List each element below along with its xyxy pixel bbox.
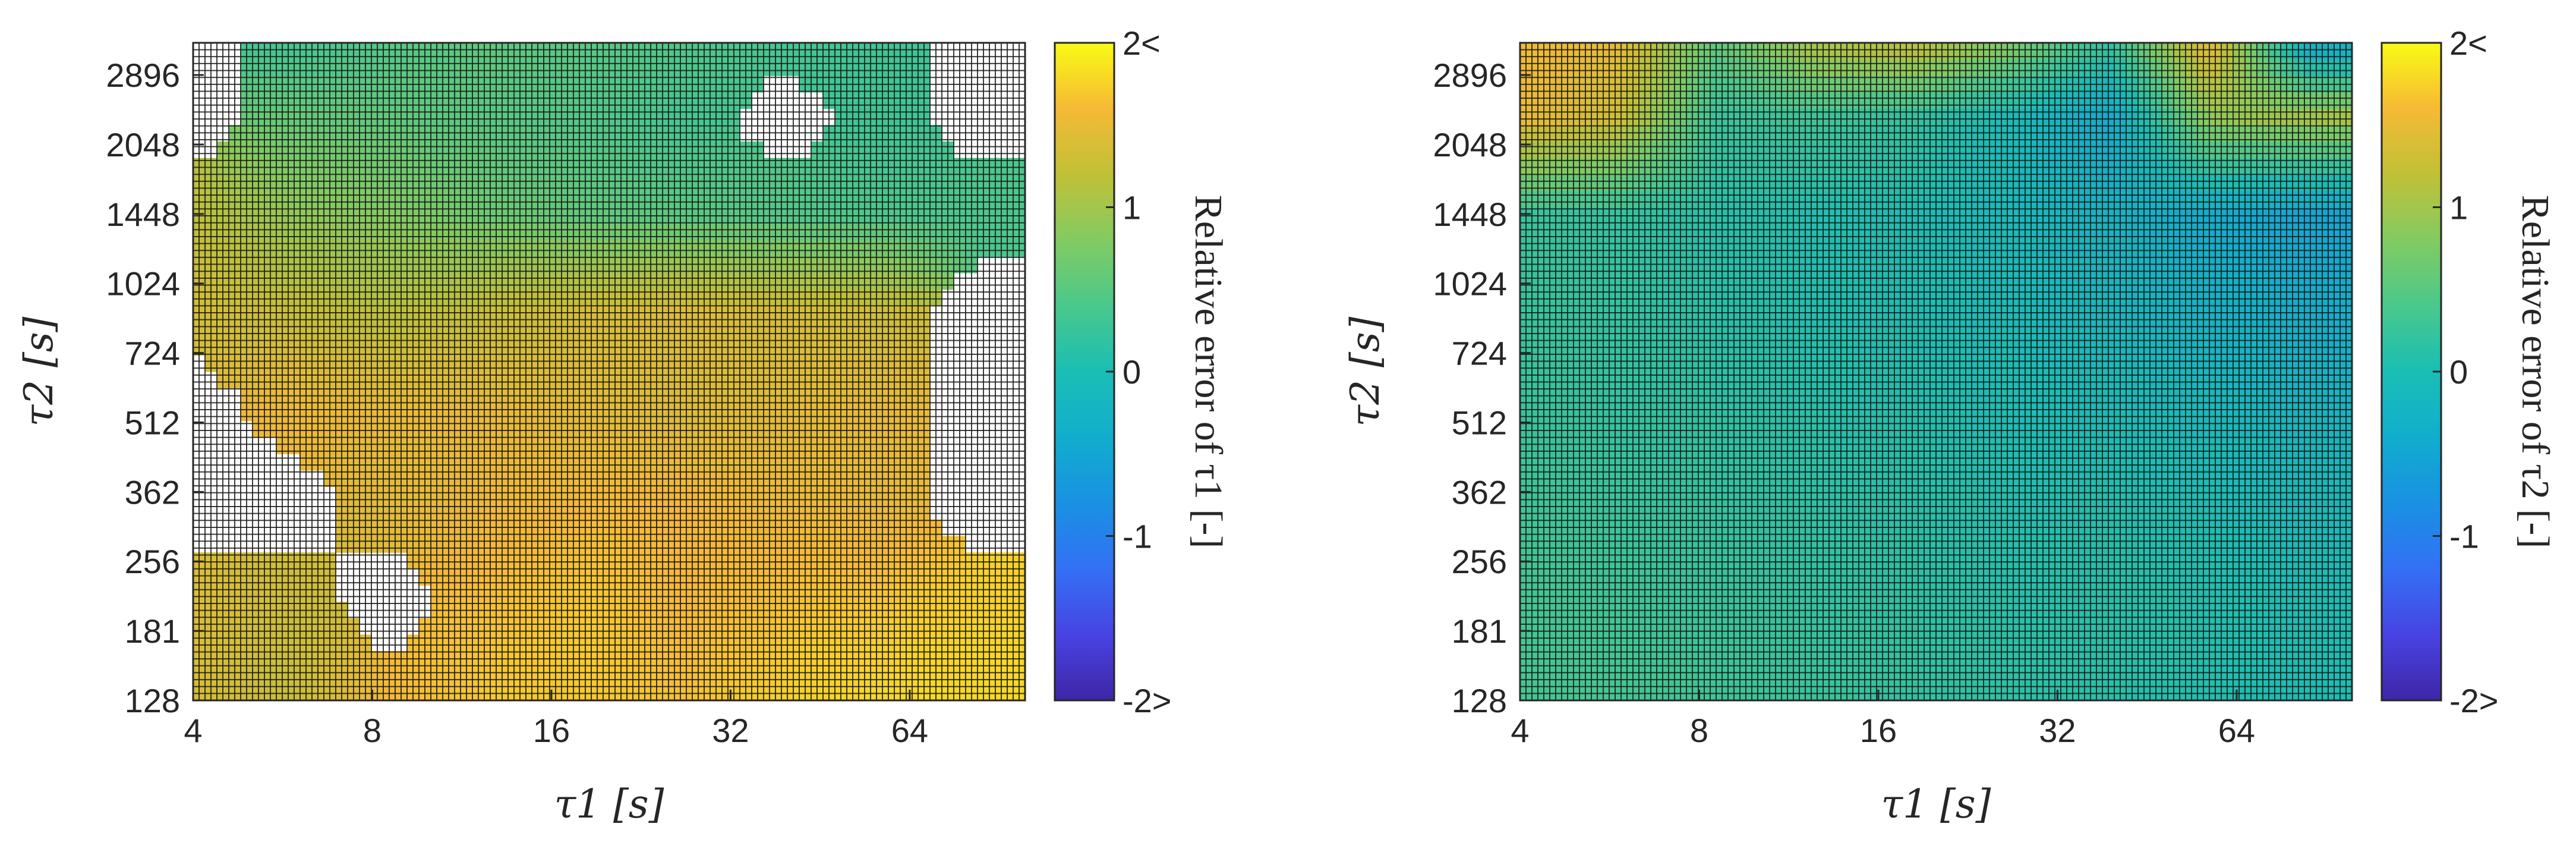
y-tick-label: 128 xyxy=(125,682,180,719)
colorbar-tick-label: -1 xyxy=(1123,518,1152,555)
x-tick-label: 4 xyxy=(184,712,202,749)
left-colorbar-label: Relative error of τ1 [-] xyxy=(1187,195,1230,549)
colorbar-tick-label: -2> xyxy=(1123,682,1172,719)
left-heatmap-panel: 4 8 16 32 64 128 181 256 362 512 724 1024 1448 2048 28… xyxy=(16,24,1230,827)
x-tick-label: 32 xyxy=(712,712,749,749)
y-tick-label: 256 xyxy=(125,543,180,580)
left-y-axis-label: τ2 [s] xyxy=(16,316,62,426)
y-tick-label: 1448 xyxy=(106,196,180,233)
left-colorbar xyxy=(1054,42,1115,702)
y-tick-label: 181 xyxy=(125,612,180,650)
left-grid-mesh xyxy=(193,43,1025,700)
y-tick-label: 2896 xyxy=(106,56,180,94)
colorbar-tick-label: 2< xyxy=(1123,24,1161,62)
x-tick-label: 16 xyxy=(533,712,570,749)
x-tick-label: 8 xyxy=(363,712,381,749)
colorbar-tick-label: 1 xyxy=(1123,189,1141,227)
y-tick-label: 512 xyxy=(125,404,180,441)
colorbar-tick-label: 0 xyxy=(1123,353,1141,391)
y-tick-label: 2048 xyxy=(106,126,180,164)
right-heatmap-panel: 4 8 16 32 6412818125636251272410241448204828… xyxy=(1342,24,2557,827)
left-x-axis-label: τ1 [s] xyxy=(554,781,664,827)
x-tick-label: 64 xyxy=(891,712,928,749)
y-tick-label: 1024 xyxy=(106,265,180,303)
y-tick-label: 724 xyxy=(125,335,180,372)
y-tick-label: 362 xyxy=(125,473,180,511)
